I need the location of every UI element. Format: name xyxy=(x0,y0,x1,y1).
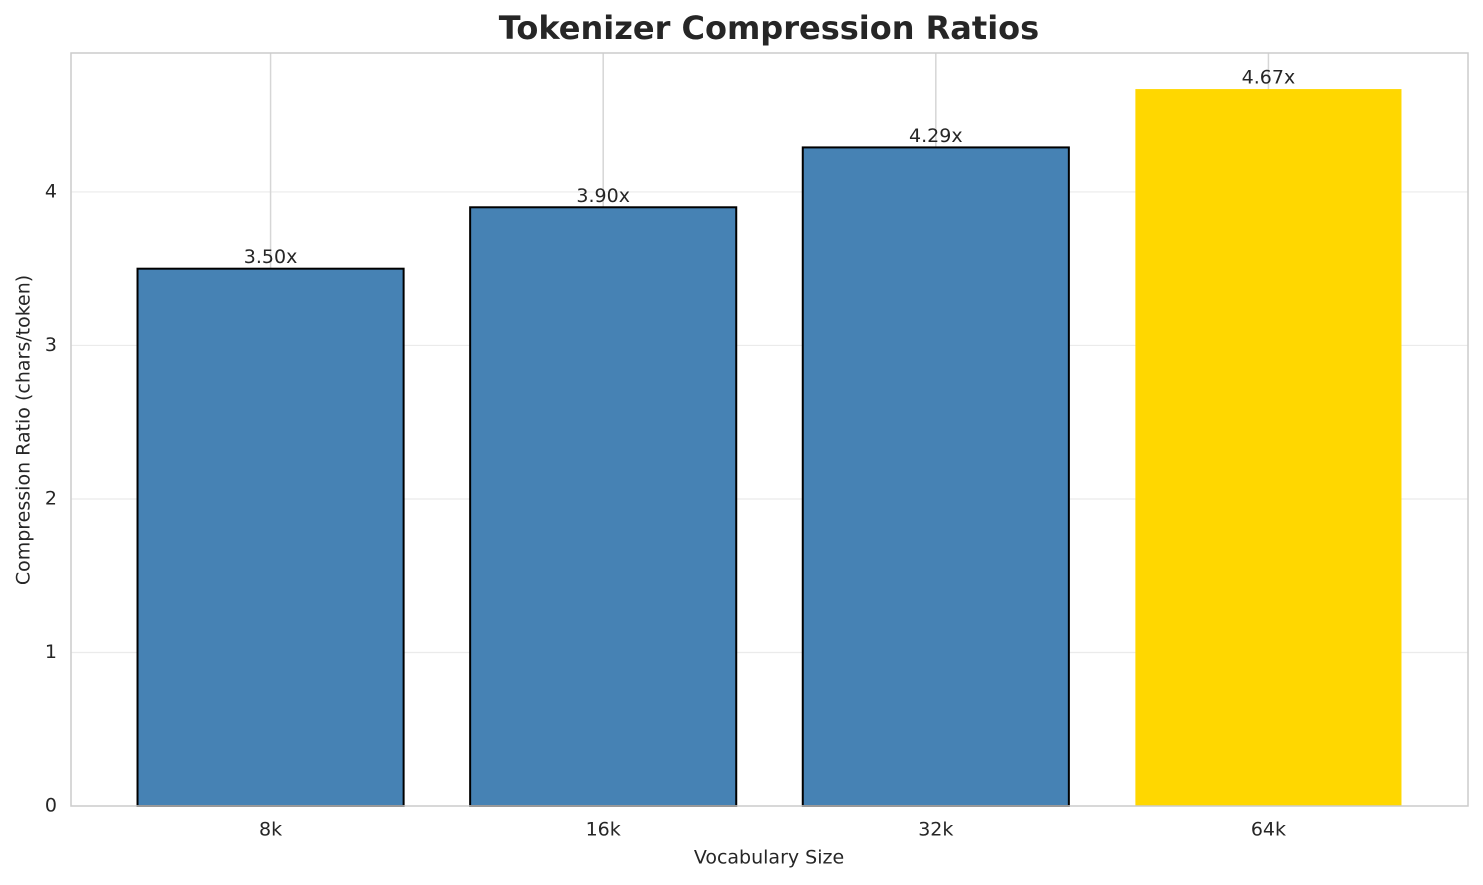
value-label: 3.90x xyxy=(576,185,630,207)
value-label: 3.50x xyxy=(244,246,298,268)
x-tick-label: 16k xyxy=(586,819,621,841)
value-label: 4.67x xyxy=(1242,67,1296,89)
x-axis-label: Vocabulary Size xyxy=(694,847,844,869)
plot-frame xyxy=(70,52,1469,807)
y-tick-label: 4 xyxy=(45,180,57,202)
x-tick-label: 64k xyxy=(1251,819,1286,841)
x-tick-label: 8k xyxy=(259,819,282,841)
value-label: 4.29x xyxy=(909,125,963,147)
chart-title: Tokenizer Compression Ratios xyxy=(499,9,1039,47)
bar xyxy=(469,206,738,807)
bar xyxy=(801,146,1070,807)
y-tick-label: 0 xyxy=(45,795,57,817)
x-tick-label: 32k xyxy=(918,819,953,841)
bar xyxy=(136,267,405,808)
y-tick-label: 1 xyxy=(45,641,57,663)
y-axis-label: Compression Ratio (chars/token) xyxy=(13,275,35,585)
y-tick-label: 2 xyxy=(45,487,57,509)
y-tick-label: 3 xyxy=(45,334,57,356)
bar xyxy=(1135,89,1402,806)
